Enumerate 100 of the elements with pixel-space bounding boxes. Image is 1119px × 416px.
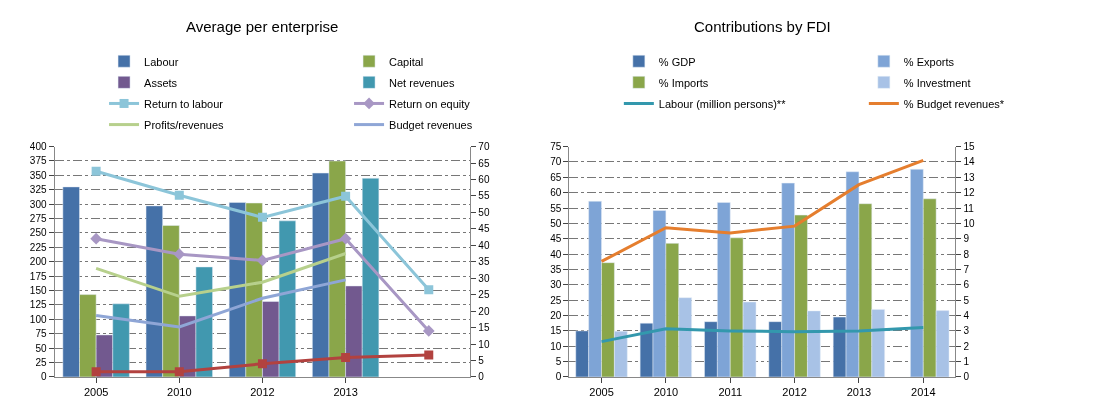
y-tick-label: 25 xyxy=(35,357,47,369)
legend-label: % Imports xyxy=(658,76,709,89)
y2-tick-label: 3 xyxy=(963,325,970,337)
y2-tick-label: 10 xyxy=(478,338,490,350)
x-tick-label: 2011 xyxy=(718,386,743,399)
line-series xyxy=(94,252,348,298)
legend-label: Budget revenues xyxy=(389,118,473,131)
y2-tick-label: 20 xyxy=(478,305,490,317)
y-tick-label: 5 xyxy=(555,356,562,368)
y-tick-label: 300 xyxy=(29,198,47,210)
x-tick-label: 2013 xyxy=(846,386,872,399)
point xyxy=(422,325,435,337)
point xyxy=(257,212,267,222)
y2-tick-label: 9 xyxy=(963,233,970,245)
y-tick-label: 0 xyxy=(40,371,47,383)
y2-tick-label: 60 xyxy=(478,173,490,185)
x-tick-label: 2013 xyxy=(333,386,358,399)
chart-title: Average per enterprise xyxy=(186,18,339,35)
y-tick-label: 150 xyxy=(29,285,47,297)
y-tick-label: 50 xyxy=(35,342,47,354)
y2-tick-label: 10 xyxy=(963,217,976,229)
y2-tick-label: 11 xyxy=(963,202,975,214)
y-tick-label: 0 xyxy=(555,371,562,383)
y-tick-label: 70 xyxy=(550,156,562,168)
y-tick-label: 55 xyxy=(550,202,562,214)
legend-label: Profits/revenues xyxy=(144,118,225,131)
legend-label: % Exports xyxy=(903,55,955,68)
point xyxy=(91,367,101,377)
legend-label: % GDP xyxy=(658,55,696,68)
x-tick-label: 2005 xyxy=(589,386,614,399)
x-tick-label: 2010 xyxy=(167,386,192,399)
point xyxy=(341,353,351,363)
y2-tick-label: 13 xyxy=(963,171,976,183)
point xyxy=(256,254,269,267)
point xyxy=(339,232,352,245)
y-tick-label: 35 xyxy=(550,263,562,275)
y2-tick-label: 15 xyxy=(963,141,976,153)
y2-tick-label: 15 xyxy=(478,322,490,334)
x-tick-label: 2010 xyxy=(653,386,679,399)
y2-tick-label: 2 xyxy=(963,340,970,352)
x-tick-label: 2005 xyxy=(83,386,109,399)
legend-label: Labour (million persons)** xyxy=(658,97,787,110)
legend-label: Return on equity xyxy=(389,97,471,110)
y2-tick-label: 6 xyxy=(963,279,970,291)
point xyxy=(90,232,102,245)
y-tick-label: 275 xyxy=(29,213,47,225)
point xyxy=(174,367,184,377)
y-tick-label: 375 xyxy=(29,155,47,167)
y-tick-label: 15 xyxy=(550,325,562,337)
y2-tick-label: 5 xyxy=(963,294,970,306)
y-tick-label: 350 xyxy=(29,169,47,181)
y-tick-label: 50 xyxy=(550,217,562,229)
x-tick-label: 2012 xyxy=(250,386,275,399)
chart-title: Contributions by FDI xyxy=(694,18,831,35)
point xyxy=(424,285,434,295)
y-tick-label: 325 xyxy=(29,184,47,196)
y2-tick-label: 25 xyxy=(478,289,490,301)
y2-tick-label: 70 xyxy=(478,141,490,153)
y2-tick-label: 0 xyxy=(963,371,970,383)
y-tick-label: 75 xyxy=(550,141,562,153)
x-tick-label: 2012 xyxy=(782,386,807,399)
point xyxy=(341,191,351,201)
y2-tick-label: 1 xyxy=(963,356,970,368)
y-tick-label: 75 xyxy=(35,328,47,340)
y2-tick-label: 30 xyxy=(478,272,490,284)
y-tick-label: 125 xyxy=(29,299,47,311)
y2-tick-label: 65 xyxy=(478,157,490,169)
y2-tick-label: 45 xyxy=(478,223,490,235)
legend-label: % Investment xyxy=(903,76,971,89)
y-tick-label: 400 xyxy=(29,141,47,153)
y-tick-label: 40 xyxy=(550,248,562,260)
legend-label: % Budget revenues* xyxy=(903,97,1005,110)
y-tick-label: 65 xyxy=(550,171,562,183)
legend-label: Net revenues xyxy=(389,76,455,89)
y2-tick-label: 4 xyxy=(963,310,970,322)
y-tick-label: 175 xyxy=(29,270,47,282)
line-series xyxy=(94,278,348,329)
line-series xyxy=(600,158,925,263)
line-series xyxy=(600,326,925,344)
legend-label: Return to labour xyxy=(144,97,224,110)
point xyxy=(257,359,267,369)
y2-tick-label: 14 xyxy=(963,156,976,168)
y-tick-label: 200 xyxy=(29,256,47,268)
y2-tick-label: 50 xyxy=(478,206,490,218)
y-tick-label: 45 xyxy=(550,233,562,245)
y2-tick-label: 0 xyxy=(478,371,485,383)
x-tick-label: 2014 xyxy=(911,386,936,399)
y2-tick-label: 8 xyxy=(963,248,970,260)
y-tick-label: 225 xyxy=(29,241,47,253)
y2-tick-label: 7 xyxy=(963,263,970,275)
legend-label: Capital xyxy=(389,55,424,68)
y2-tick-label: 40 xyxy=(478,239,490,251)
y-tick-label: 10 xyxy=(550,340,562,352)
y-tick-label: 250 xyxy=(29,227,47,239)
point xyxy=(91,166,101,176)
y2-tick-label: 12 xyxy=(963,187,976,199)
legend-label: Labour xyxy=(144,55,179,68)
y2-tick-label: 35 xyxy=(478,256,490,268)
y-tick-label: 60 xyxy=(550,187,562,199)
point xyxy=(174,190,184,200)
